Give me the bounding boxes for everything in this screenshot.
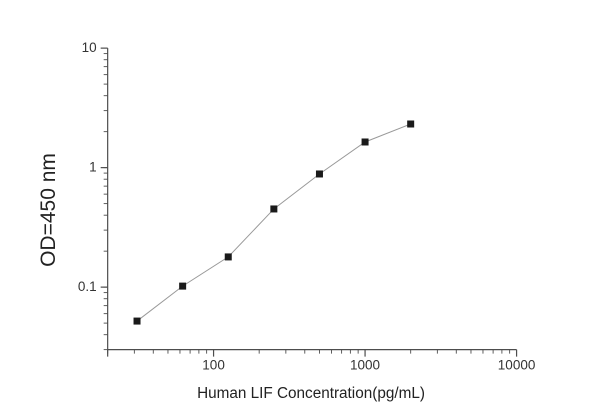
svg-text:10: 10 [82,40,97,55]
svg-text:1000: 1000 [350,358,380,373]
svg-text:10000: 10000 [498,358,536,373]
svg-text:0.1: 0.1 [78,279,97,294]
svg-text:1: 1 [89,160,97,175]
svg-text:100: 100 [202,358,225,373]
